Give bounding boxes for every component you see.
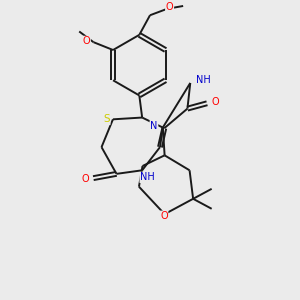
Text: S: S (103, 114, 110, 124)
Text: O: O (166, 2, 173, 12)
Text: NH: NH (140, 172, 155, 182)
Text: O: O (160, 211, 168, 221)
Text: O: O (82, 174, 89, 184)
Text: O: O (82, 36, 90, 46)
Text: N: N (150, 121, 158, 131)
Text: O: O (211, 97, 219, 107)
Text: NH: NH (196, 75, 211, 85)
